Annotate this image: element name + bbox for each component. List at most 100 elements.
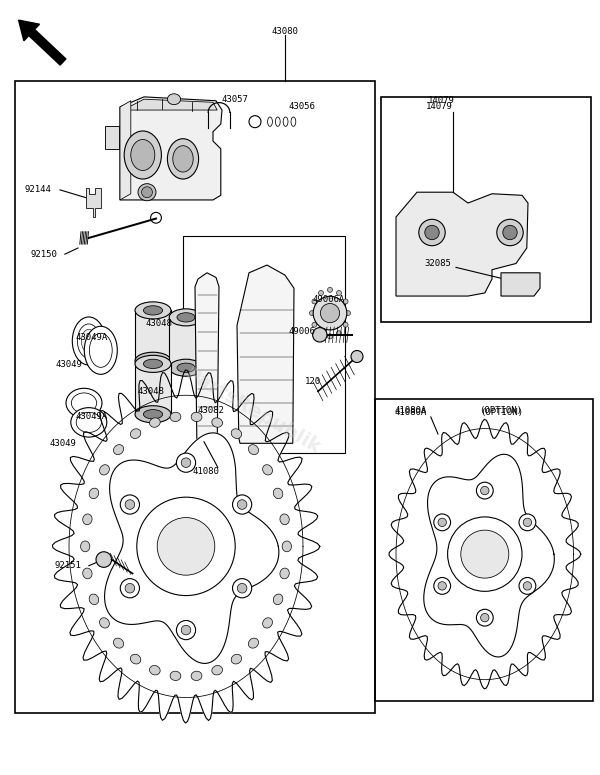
- Ellipse shape: [135, 302, 171, 319]
- Ellipse shape: [169, 360, 203, 376]
- Circle shape: [476, 482, 493, 499]
- Ellipse shape: [170, 412, 181, 422]
- Circle shape: [328, 334, 332, 339]
- Ellipse shape: [89, 488, 98, 498]
- Text: 43049: 43049: [50, 439, 76, 448]
- Circle shape: [313, 296, 347, 330]
- Ellipse shape: [212, 418, 223, 427]
- Polygon shape: [195, 273, 219, 443]
- Text: (OPTION): (OPTION): [479, 406, 523, 415]
- Circle shape: [425, 226, 439, 239]
- Ellipse shape: [167, 94, 181, 105]
- Polygon shape: [52, 370, 320, 723]
- Circle shape: [503, 226, 517, 239]
- Ellipse shape: [263, 618, 272, 628]
- Circle shape: [337, 331, 341, 336]
- Polygon shape: [389, 419, 581, 689]
- Ellipse shape: [83, 568, 92, 579]
- Bar: [375, 399, 593, 701]
- Polygon shape: [501, 273, 540, 296]
- Circle shape: [233, 495, 252, 514]
- Circle shape: [238, 584, 247, 593]
- Ellipse shape: [124, 131, 161, 179]
- Ellipse shape: [76, 412, 101, 432]
- Text: 14079: 14079: [428, 96, 454, 105]
- Ellipse shape: [177, 363, 195, 372]
- Ellipse shape: [248, 638, 259, 648]
- Circle shape: [157, 518, 215, 575]
- Circle shape: [434, 577, 451, 594]
- Polygon shape: [105, 126, 119, 149]
- Circle shape: [523, 518, 532, 526]
- Ellipse shape: [71, 408, 107, 437]
- Circle shape: [319, 291, 323, 295]
- Circle shape: [448, 517, 522, 591]
- Ellipse shape: [135, 355, 171, 373]
- Circle shape: [96, 552, 112, 567]
- Circle shape: [120, 495, 139, 514]
- Ellipse shape: [85, 326, 118, 374]
- Ellipse shape: [80, 541, 90, 552]
- Text: 32085: 32085: [425, 259, 451, 268]
- Text: 120: 120: [305, 377, 321, 386]
- Polygon shape: [104, 433, 279, 663]
- Text: 43056: 43056: [289, 102, 316, 112]
- Ellipse shape: [135, 353, 171, 370]
- Text: PartsRepublik: PartsRepublik: [181, 364, 323, 457]
- Ellipse shape: [130, 654, 141, 664]
- Ellipse shape: [280, 514, 289, 525]
- Polygon shape: [237, 265, 294, 443]
- Polygon shape: [424, 454, 554, 657]
- Text: 43049: 43049: [56, 360, 82, 369]
- Circle shape: [312, 322, 317, 327]
- Circle shape: [438, 518, 446, 526]
- Ellipse shape: [143, 360, 163, 369]
- Text: 43049A: 43049A: [75, 412, 107, 422]
- Polygon shape: [396, 192, 528, 296]
- Circle shape: [481, 487, 489, 494]
- Circle shape: [176, 621, 196, 639]
- Ellipse shape: [263, 465, 272, 475]
- Ellipse shape: [73, 317, 106, 365]
- Polygon shape: [86, 188, 101, 217]
- Circle shape: [438, 582, 446, 590]
- Ellipse shape: [135, 406, 171, 422]
- Ellipse shape: [143, 306, 163, 315]
- Ellipse shape: [77, 324, 100, 358]
- Ellipse shape: [149, 666, 160, 675]
- Ellipse shape: [169, 308, 203, 325]
- Ellipse shape: [149, 418, 160, 427]
- Circle shape: [434, 514, 451, 531]
- Circle shape: [497, 219, 523, 246]
- Circle shape: [233, 579, 252, 598]
- Circle shape: [125, 584, 134, 593]
- Circle shape: [481, 614, 489, 622]
- Circle shape: [419, 219, 445, 246]
- Bar: [183, 236, 345, 453]
- Circle shape: [519, 577, 536, 594]
- Ellipse shape: [143, 356, 163, 366]
- Text: 14079: 14079: [426, 102, 452, 112]
- Ellipse shape: [231, 429, 242, 439]
- Text: 92144: 92144: [25, 185, 51, 195]
- Ellipse shape: [231, 654, 242, 664]
- Text: 43057: 43057: [222, 95, 248, 104]
- Text: 43049A: 43049A: [75, 333, 107, 343]
- Ellipse shape: [138, 184, 156, 201]
- Ellipse shape: [66, 388, 102, 418]
- Text: 41080A: 41080A: [395, 406, 427, 415]
- Ellipse shape: [177, 312, 195, 322]
- Ellipse shape: [142, 187, 152, 198]
- FancyArrow shape: [19, 20, 66, 65]
- Text: 43080: 43080: [272, 26, 298, 36]
- Ellipse shape: [100, 465, 109, 475]
- Ellipse shape: [131, 140, 155, 170]
- Ellipse shape: [274, 594, 283, 605]
- Text: 41080: 41080: [193, 467, 219, 476]
- Circle shape: [346, 311, 350, 315]
- Polygon shape: [123, 99, 217, 110]
- Circle shape: [337, 291, 341, 295]
- Ellipse shape: [280, 568, 289, 579]
- Circle shape: [176, 453, 196, 472]
- Ellipse shape: [191, 412, 202, 422]
